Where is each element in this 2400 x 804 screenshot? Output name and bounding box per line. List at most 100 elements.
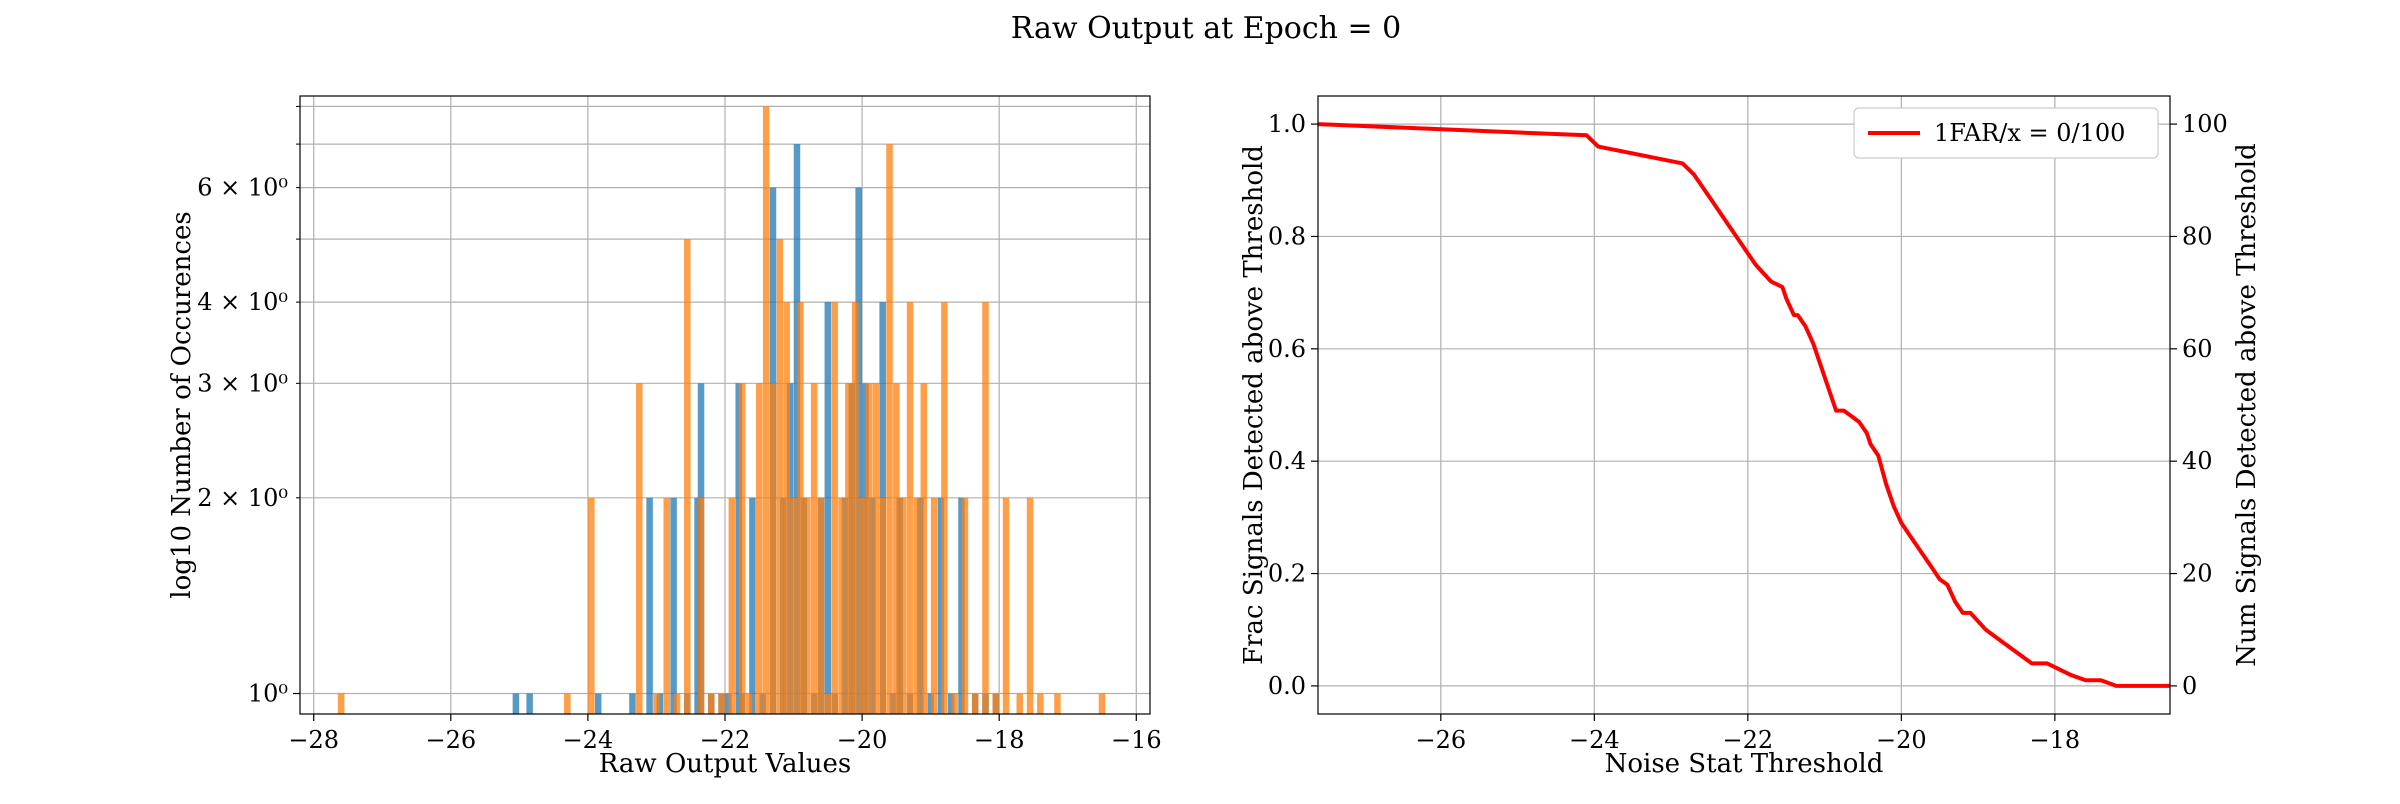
histogram-bar-series-b: [971, 693, 979, 714]
detection-curve-panel: −26 −24 −22 −20 −18 0.0 0.2 0.4 0.6 0.8 1.0 0 20 40 60…: [1239, 95, 2262, 779]
histogram-bar-series-b: [913, 497, 921, 714]
histogram-x-axis-label: Raw Output Values: [599, 749, 851, 779]
histogram-bar-series-b: [745, 693, 753, 714]
histogram-bar-series-b: [992, 693, 1000, 714]
histogram-bar-series-a: [917, 497, 924, 714]
histogram-y-tick-label: 3 × 10⁰: [197, 369, 288, 397]
histogram-bar-series-b: [762, 106, 770, 715]
histogram-bar-series-b: [1026, 497, 1034, 714]
curve-x-axis-label: Noise Stat Threshold: [1605, 749, 1884, 779]
curve-right-y-tick-label: 80: [2182, 222, 2213, 250]
histogram-bar-series-b: [663, 497, 670, 714]
histogram-bar-series-b: [851, 302, 859, 714]
histogram-bar-series-a: [656, 693, 664, 714]
histogram-bar-series-a: [841, 497, 849, 714]
histogram-bar-series-b: [838, 497, 845, 714]
legend-label: 1FAR/x = 0/100: [1934, 119, 2125, 147]
histogram-y-tick-label: 10⁰: [248, 680, 288, 708]
histogram-bar-series-b: [636, 383, 643, 714]
histogram-bar-series-a: [824, 302, 832, 714]
curve-ticks: −26 −24 −22 −20 −18 0.0 0.2 0.4 0.6 0.8 1.0 0 20 40 60…: [1268, 110, 2228, 754]
figure-title: Raw Output at Epoch = 0: [1011, 11, 1402, 46]
histogram-x-tick-label: −24: [563, 726, 614, 754]
histogram-bar-series-b: [776, 239, 784, 715]
histogram-bar-series-b: [817, 497, 825, 714]
histogram-bar-series-b: [879, 497, 886, 714]
histogram-x-tick-label: −18: [974, 726, 1025, 754]
histogram-bar-series-a: [800, 497, 808, 714]
histogram-bar-series-b: [653, 693, 660, 714]
curve-y-tick-label: 0.6: [1268, 335, 1306, 363]
histogram-bar-series-b: [865, 383, 873, 714]
histogram-bar-series-b: [886, 144, 893, 715]
curve-right-y-tick-label: 60: [2182, 335, 2213, 363]
histogram-bar-series-b: [824, 693, 832, 714]
histogram-x-tick-label: −22: [700, 726, 751, 754]
histogram-bar-series-b: [872, 383, 880, 714]
legend-box: [1853, 107, 2159, 159]
histogram-bar-series-a: [780, 497, 787, 714]
histogram-bar-series-a: [896, 497, 904, 714]
histogram-bar-series-a: [594, 693, 602, 714]
histogram-bar-series-a: [694, 497, 701, 714]
curve-right-y-tick-label: 0: [2182, 672, 2197, 700]
histogram-bar-series-a: [735, 383, 742, 714]
histogram-grid: [300, 96, 1150, 714]
curve-x-tick-label: −20: [1876, 726, 1927, 754]
histogram-bar-series-b: [797, 302, 804, 714]
histogram-bar-series-b: [684, 239, 691, 715]
curve-series-line: [1317, 122, 2170, 688]
histogram-x-tick-label: −26: [425, 726, 476, 754]
curve-y-axis-label: Frac Signals Detected above Threshold: [1239, 145, 1269, 665]
histogram-bar-series-a: [869, 497, 876, 714]
histogram-bar-series-a: [793, 144, 801, 715]
histogram-bar-series-b: [1037, 693, 1044, 714]
histogram-bar-series-b: [951, 693, 958, 714]
histogram-bar-series-a: [759, 693, 766, 714]
histogram-bar-series-a: [848, 383, 856, 714]
histogram-bar-series-b: [893, 383, 900, 714]
histogram-bar-series-a: [958, 497, 965, 714]
histogram-y-tick-label: 2 × 10⁰: [197, 484, 288, 512]
curve-x-tick-label: −18: [2030, 726, 2081, 754]
histogram-bar-series-a: [855, 187, 862, 715]
histogram-y-axis-label: log10 Number of Occurences: [167, 211, 197, 598]
histogram-bar-series-b: [1016, 693, 1024, 714]
histogram-bar-series-b: [1002, 497, 1010, 714]
histogram-bar-series-a: [927, 693, 934, 714]
histogram-y-tick-label: 4 × 10⁰: [197, 288, 288, 316]
curve-y-tick-label: 0.0: [1268, 672, 1306, 700]
histogram-bar-series-b: [337, 693, 345, 714]
histogram-bar-series-b: [697, 497, 705, 714]
histogram-x-tick-label: −16: [1111, 726, 1162, 754]
legend: 1FAR/x = 0/100: [1853, 107, 2159, 159]
histogram-bars: [337, 106, 1106, 715]
histogram-ticks: −28 −26 −24 −22 −20 −18 −16 10⁰ 2 × 10⁰ 3 × 10⁰ 4 …: [197, 105, 1162, 754]
histogram-bar-series-b: [906, 302, 914, 714]
histogram-bar-series-b: [738, 383, 746, 714]
curve-right-y-axis-label: Num Signals Detected above Threshold: [2232, 143, 2262, 666]
histogram-bar-series-b: [783, 302, 790, 714]
curve-frame: [1317, 95, 2171, 715]
histogram-bar-series-b: [899, 497, 907, 714]
curve-y-tick-label: 1.0: [1268, 110, 1306, 138]
histogram-bar-series-b: [982, 302, 989, 714]
histogram-bar-series-b: [673, 693, 681, 714]
curve-x-tick-label: −22: [1723, 726, 1774, 754]
histogram-bar-series-a: [937, 497, 945, 714]
histogram-bar-series-b: [1098, 693, 1106, 714]
histogram-x-tick-label: −20: [837, 726, 888, 754]
curve-right-y-tick-label: 40: [2182, 447, 2213, 475]
curve-x-tick-label: −24: [1569, 726, 1620, 754]
histogram-bar-series-b: [804, 497, 811, 714]
histogram-bar-series-b: [1054, 693, 1061, 714]
curve-y-tick-label: 0.2: [1268, 560, 1306, 588]
histogram-bar-series-a: [512, 693, 520, 714]
histogram-bar-series-b: [831, 302, 838, 714]
histogram-bar-series-a: [749, 497, 756, 714]
curve-right-y-tick-label: 20: [2182, 560, 2213, 588]
histogram-bar-series-b: [790, 497, 797, 714]
curve-y-tick-label: 0.8: [1268, 222, 1306, 250]
